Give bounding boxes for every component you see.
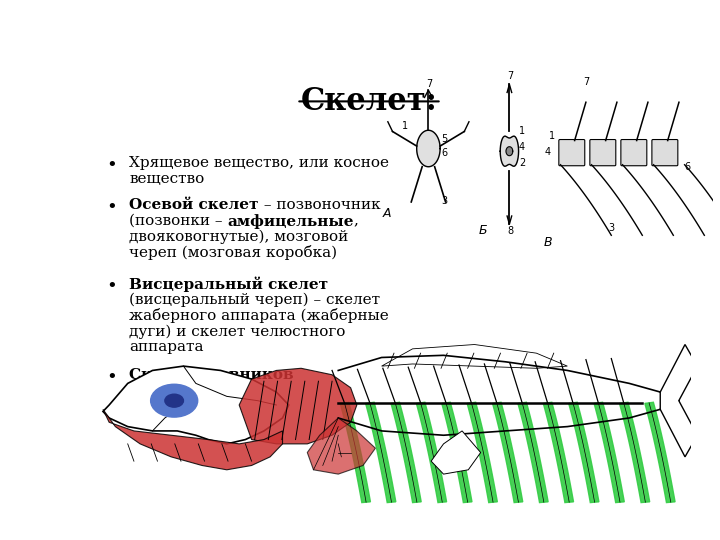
Text: (висцеральный череп) – скелет: (висцеральный череп) – скелет [129, 293, 380, 307]
Polygon shape [366, 402, 396, 503]
Polygon shape [467, 402, 498, 503]
Text: Б: Б [479, 224, 487, 237]
Polygon shape [544, 402, 574, 503]
Text: 7: 7 [507, 71, 513, 82]
Text: Осевой скелет: Осевой скелет [129, 198, 258, 212]
Text: 7: 7 [583, 77, 590, 86]
Polygon shape [307, 418, 375, 474]
FancyBboxPatch shape [590, 139, 616, 166]
Polygon shape [492, 402, 523, 503]
Polygon shape [391, 402, 421, 503]
Text: Скелет:: Скелет: [300, 85, 438, 117]
Text: 4: 4 [519, 142, 525, 152]
Circle shape [165, 394, 184, 407]
Polygon shape [660, 345, 698, 457]
Text: Скелет плавников: Скелет плавников [129, 368, 294, 382]
Text: 1: 1 [402, 121, 408, 131]
Text: дуги) и скелет челюстного: дуги) и скелет челюстного [129, 324, 346, 339]
Text: Хрящевое вещество, или косное
вещество: Хрящевое вещество, или косное вещество [129, 156, 389, 186]
Text: амфицельные: амфицельные [228, 214, 354, 228]
Text: 3: 3 [441, 197, 447, 206]
Text: череп (мозговая коробка): череп (мозговая коробка) [129, 245, 337, 260]
Polygon shape [619, 402, 649, 503]
FancyBboxPatch shape [621, 139, 647, 166]
Polygon shape [340, 402, 370, 503]
Polygon shape [239, 368, 357, 444]
Text: 2: 2 [519, 158, 525, 168]
Text: 7: 7 [426, 78, 432, 89]
Text: •: • [107, 368, 117, 386]
Polygon shape [500, 136, 518, 166]
FancyBboxPatch shape [652, 139, 678, 166]
Text: – позвоночник: – позвоночник [258, 198, 380, 212]
FancyBboxPatch shape [559, 139, 585, 166]
Text: двояковогнутые), мозговой: двояковогнутые), мозговой [129, 230, 348, 244]
Text: •: • [107, 277, 117, 295]
Text: 1: 1 [519, 126, 525, 136]
Polygon shape [594, 402, 624, 503]
Text: 6: 6 [685, 163, 690, 172]
Text: жаберного аппарата (жаберные: жаберного аппарата (жаберные [129, 308, 389, 323]
Text: •: • [107, 198, 117, 216]
Polygon shape [103, 366, 289, 444]
Polygon shape [431, 431, 481, 474]
Text: 3: 3 [608, 223, 615, 233]
Text: Висцеральный скелет: Висцеральный скелет [129, 277, 328, 292]
Polygon shape [569, 402, 599, 503]
Text: •: • [107, 156, 117, 174]
Text: аппарата: аппарата [129, 340, 204, 354]
Text: 1: 1 [549, 131, 555, 141]
Text: (позвонки –: (позвонки – [129, 214, 228, 228]
Polygon shape [645, 402, 675, 503]
Polygon shape [382, 345, 567, 368]
Text: А: А [383, 206, 392, 220]
Text: 5: 5 [441, 134, 447, 144]
Text: В: В [544, 236, 552, 249]
Text: ,: , [354, 214, 359, 228]
Text: 6: 6 [441, 148, 447, 158]
Polygon shape [442, 402, 472, 503]
Polygon shape [103, 409, 282, 470]
Circle shape [150, 384, 198, 417]
Polygon shape [518, 402, 548, 503]
Text: 4: 4 [545, 147, 551, 157]
Polygon shape [417, 130, 440, 167]
Polygon shape [416, 402, 446, 503]
Circle shape [506, 147, 513, 156]
Text: 8: 8 [508, 226, 514, 236]
